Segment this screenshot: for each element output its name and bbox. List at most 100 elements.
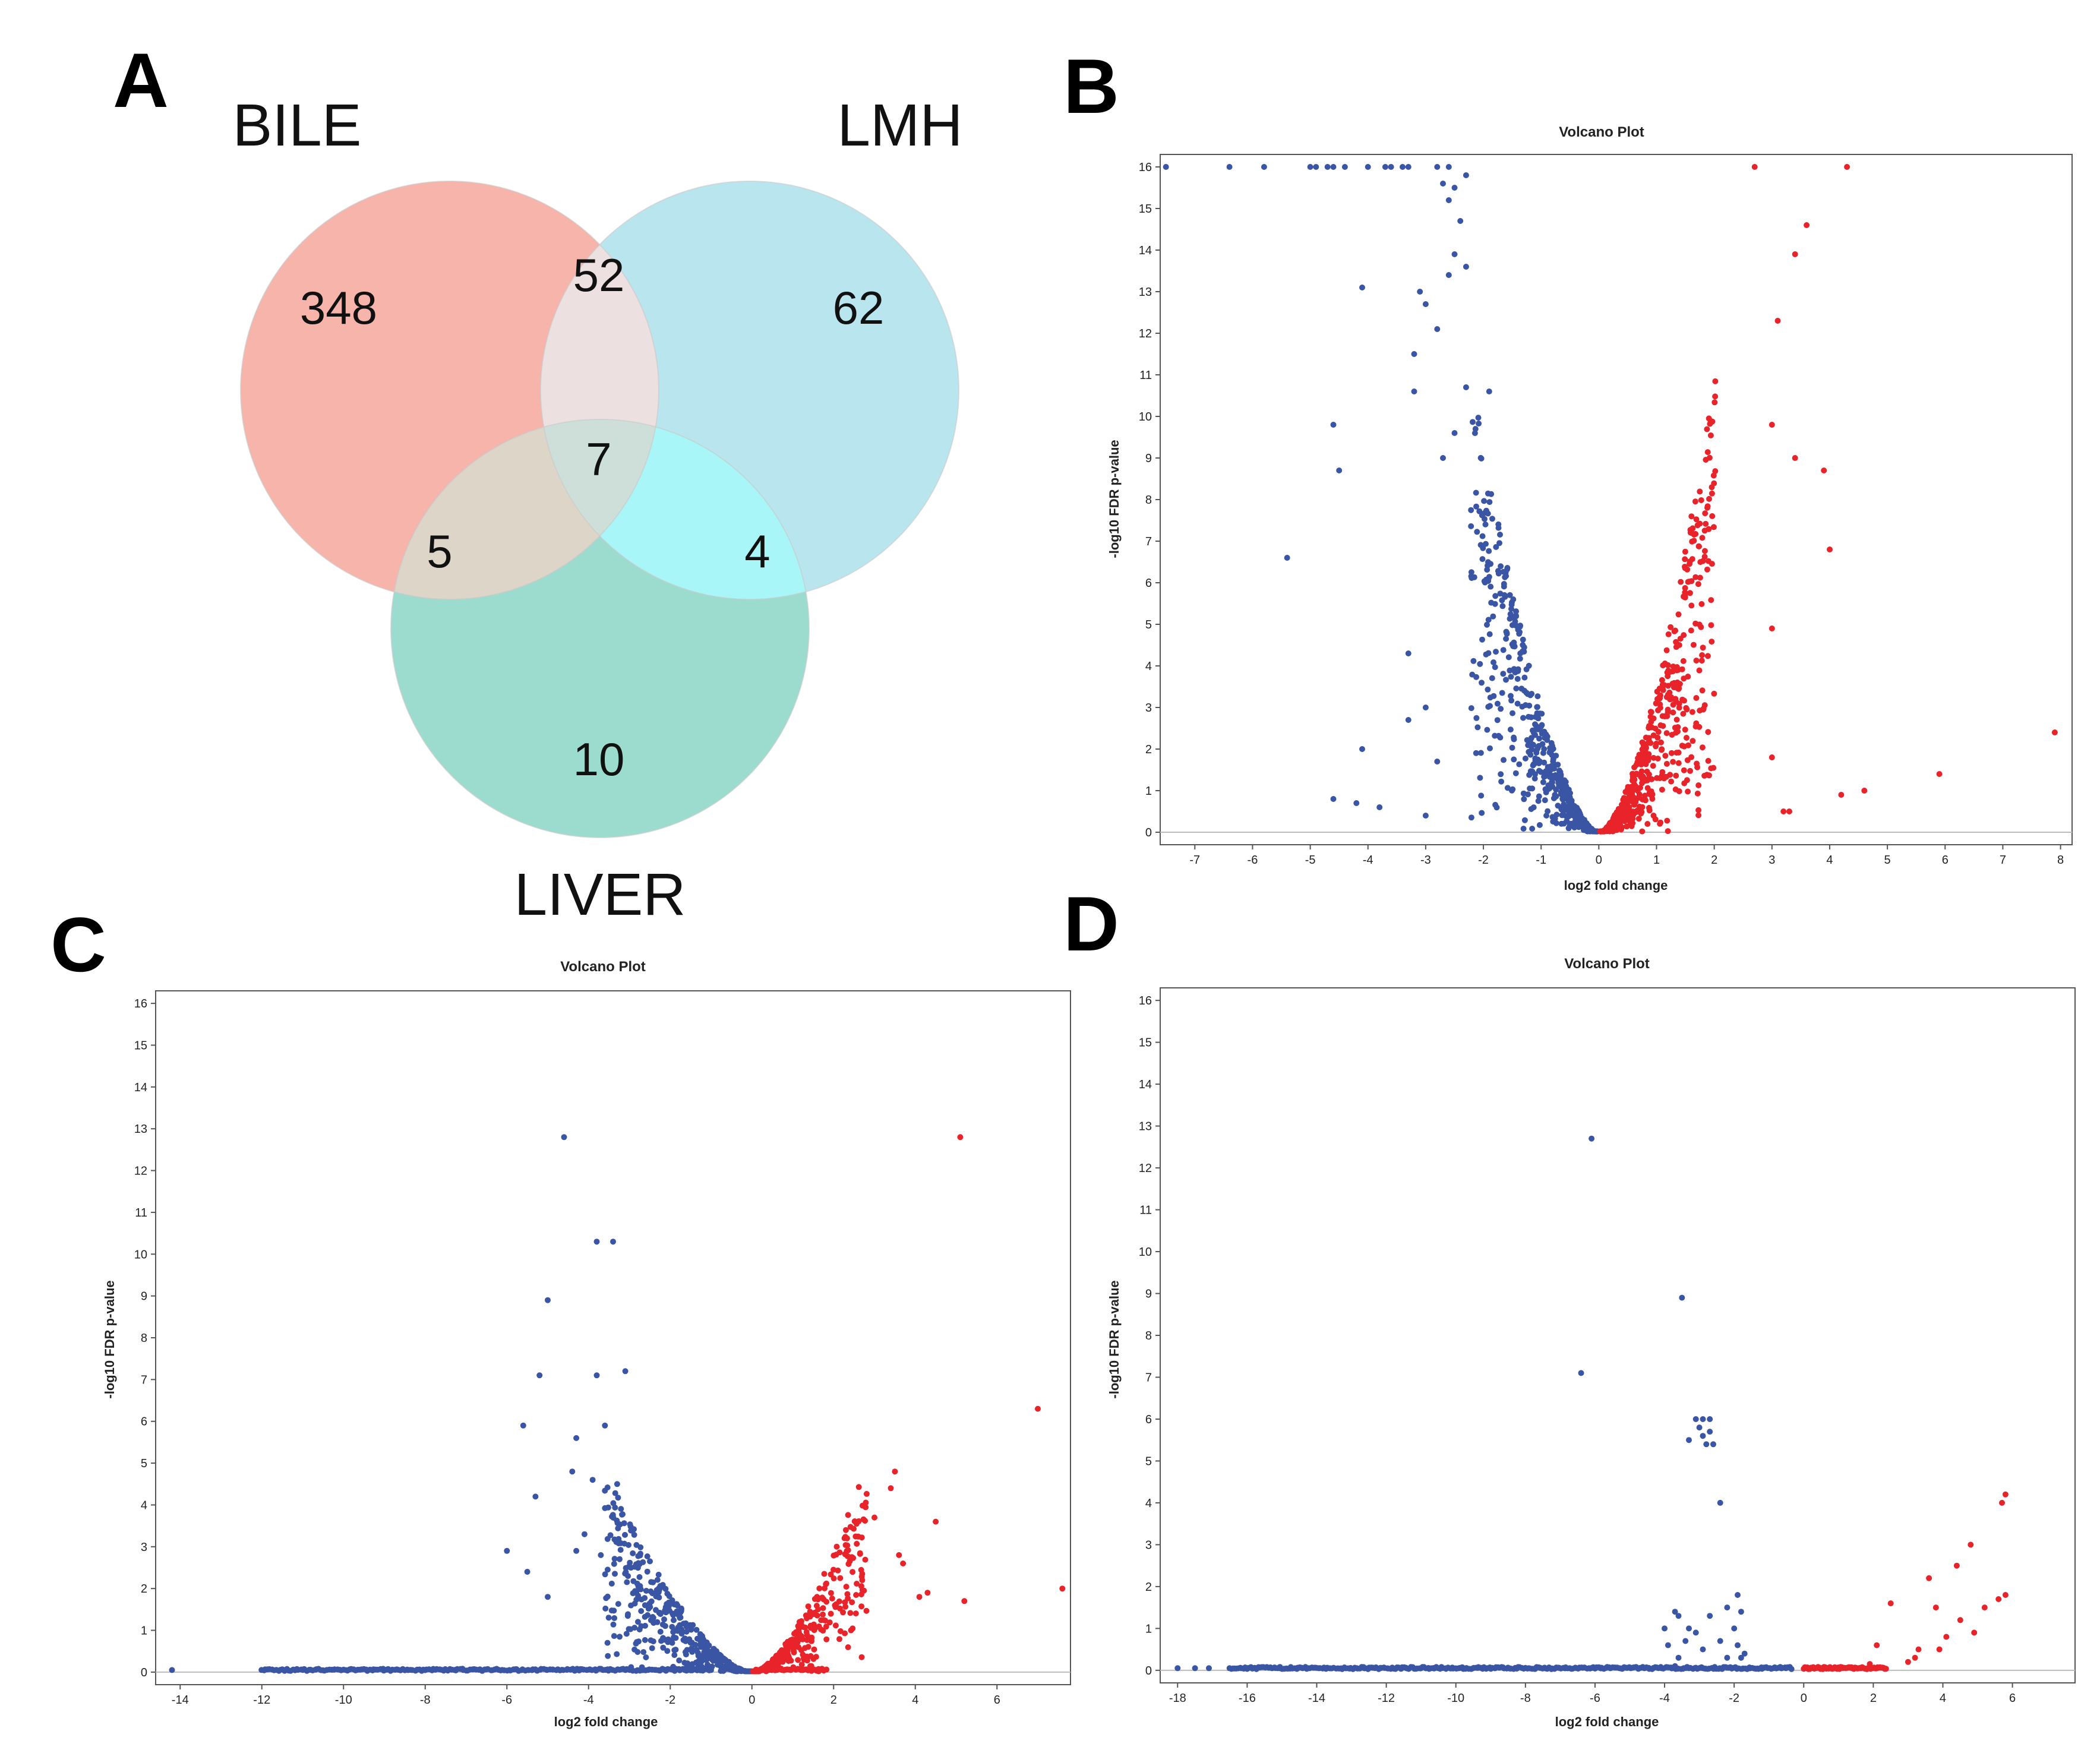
- point-up-b: [1617, 815, 1624, 821]
- point-up-c: [851, 1525, 857, 1532]
- point-up-b: [1639, 780, 1645, 786]
- point-up-b: [1690, 642, 1697, 648]
- point-up-b: [1681, 767, 1687, 773]
- point-up-c: [836, 1636, 842, 1642]
- point-down-b: [1485, 650, 1492, 656]
- point-up-c: [892, 1468, 898, 1475]
- point-down-b: [1563, 806, 1569, 813]
- point-up-b: [1670, 702, 1676, 708]
- point-up-b: [1684, 777, 1690, 784]
- point-up-c: [862, 1518, 869, 1524]
- point-down-b: [1513, 623, 1520, 629]
- point-down-d: [1675, 1613, 1682, 1619]
- x-tick-label-c: 4: [912, 1694, 918, 1707]
- point-down-b: [1359, 285, 1365, 290]
- point-down-d: [1692, 1416, 1699, 1422]
- point-up-b: [1696, 621, 1703, 628]
- point-down-b: [1336, 467, 1343, 473]
- point-up-b: [1936, 771, 1943, 777]
- point-down-b: [1553, 811, 1560, 818]
- point-up-b: [1704, 449, 1711, 456]
- venn-count-bile-liver: 5: [427, 525, 452, 577]
- point-up-c: [823, 1636, 830, 1642]
- point-down-c: [661, 1616, 667, 1623]
- point-up-c: [852, 1610, 859, 1617]
- point-down-b: [1536, 758, 1543, 765]
- point-down-b: [1520, 642, 1526, 648]
- point-down-b: [1574, 806, 1581, 813]
- x-tick-label-d: -14: [1308, 1692, 1325, 1705]
- point-down-c: [644, 1553, 650, 1559]
- point-down-c: [720, 1667, 727, 1674]
- point-down-b: [1469, 575, 1475, 581]
- point-up-c: [782, 1648, 789, 1654]
- point-up-c: [896, 1552, 902, 1558]
- point-up-b: [1695, 812, 1702, 819]
- point-down-c: [642, 1613, 648, 1620]
- point-down-b: [1587, 826, 1593, 833]
- point-down-c: [670, 1612, 677, 1618]
- point-up-d: [1981, 1604, 1988, 1611]
- point-up-c: [791, 1631, 797, 1637]
- point-down-b: [1388, 164, 1394, 170]
- x-tick-label-c: -10: [335, 1694, 352, 1707]
- point-down-b: [1492, 664, 1498, 671]
- point-down-b: [1473, 715, 1480, 721]
- point-down-b: [1536, 793, 1542, 800]
- venn-label-bile: BILE: [233, 92, 362, 159]
- point-up-b: [1649, 795, 1656, 802]
- point-up-b: [1692, 574, 1699, 580]
- point-down-b: [1509, 744, 1515, 751]
- y-tick-label-d: 15: [1139, 1037, 1152, 1050]
- point-up-b: [1639, 828, 1646, 835]
- point-up-c: [820, 1611, 826, 1618]
- point-up-b: [1655, 729, 1662, 735]
- point-down-b: [1468, 705, 1474, 712]
- point-down-c: [678, 1631, 685, 1637]
- point-up-b: [1630, 820, 1636, 826]
- point-up-c: [816, 1668, 822, 1675]
- point-down-b: [1513, 686, 1520, 691]
- point-up-c: [777, 1649, 783, 1656]
- venn-count-bile-lmh: 52: [573, 249, 625, 301]
- point-down-d: [1682, 1638, 1689, 1644]
- point-up-b: [1681, 632, 1687, 639]
- point-up-b: [1668, 750, 1675, 756]
- point-down-b: [1493, 544, 1499, 550]
- point-up-b: [1617, 822, 1624, 828]
- point-down-d: [1192, 1665, 1198, 1672]
- point-down-d: [1174, 1665, 1181, 1672]
- point-down-c: [617, 1556, 623, 1562]
- point-up-b: [1691, 538, 1697, 544]
- point-up-c: [858, 1654, 865, 1660]
- point-down-b: [1470, 658, 1477, 664]
- point-up-c: [788, 1657, 794, 1664]
- point-up-b: [1688, 578, 1695, 585]
- point-up-b: [1648, 719, 1654, 725]
- point-up-b: [1861, 788, 1868, 794]
- point-up-c: [854, 1540, 860, 1547]
- point-up-b: [1705, 757, 1711, 764]
- point-down-c: [634, 1565, 641, 1571]
- point-up-d: [1995, 1596, 2002, 1602]
- point-up-b: [1680, 710, 1687, 717]
- point-down-d: [1724, 1654, 1730, 1661]
- point-up-c: [961, 1598, 968, 1604]
- point-up-b: [1792, 455, 1798, 461]
- overlap-lmh-liver: [541, 419, 809, 599]
- point-up-c: [756, 1667, 763, 1673]
- x-tick-label-c: 0: [749, 1694, 755, 1707]
- point-down-b: [1486, 574, 1492, 580]
- point-down-c: [703, 1639, 710, 1645]
- point-up-c: [826, 1619, 833, 1626]
- point-down-c: [611, 1561, 617, 1567]
- point-up-b: [1668, 624, 1674, 630]
- x-tick-label-b: -7: [1189, 854, 1200, 867]
- y-tick-label-d: 8: [1145, 1329, 1152, 1342]
- point-down-c: [520, 1422, 526, 1429]
- point-down-c: [612, 1504, 618, 1511]
- point-up-b: [1659, 677, 1665, 683]
- point-up-b: [1688, 513, 1695, 520]
- point-down-b: [1330, 422, 1337, 428]
